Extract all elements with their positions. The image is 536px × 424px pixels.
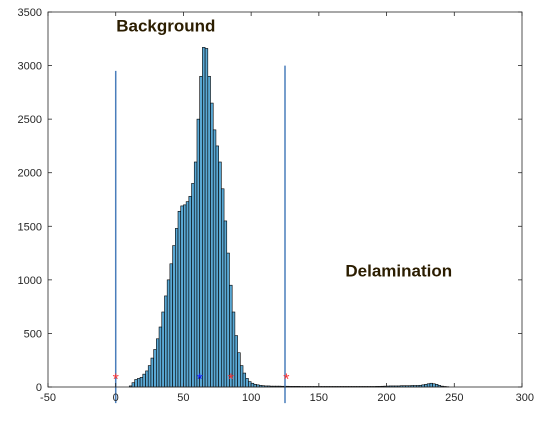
histogram-bar [197, 119, 200, 387]
histogram-bar [143, 374, 146, 387]
histogram-bar [186, 202, 189, 387]
annotation-label: Background [116, 16, 215, 35]
histogram-bar [178, 211, 181, 387]
y-tick-label: 2500 [18, 114, 42, 126]
histogram-bar [181, 206, 184, 387]
histogram-bar [132, 383, 135, 387]
histogram-bar [151, 358, 154, 387]
annotation-label: Delamination [345, 262, 452, 281]
histogram-bar [175, 228, 178, 387]
y-tick-label: 500 [24, 328, 42, 340]
histogram-bar [183, 205, 186, 387]
data-marker: * [283, 371, 289, 388]
x-tick-label: 150 [310, 392, 328, 404]
histogram-bar [159, 327, 162, 387]
histogram-bar [427, 384, 430, 387]
histogram-bar [164, 296, 167, 387]
y-tick-label: 3500 [18, 7, 42, 19]
histogram-bar [424, 384, 427, 387]
data-marker: * [197, 371, 203, 388]
y-tick-label: 2000 [18, 168, 42, 180]
histogram-bar [208, 76, 211, 387]
x-tick-label: 100 [242, 392, 260, 404]
histogram-bar [189, 196, 192, 387]
x-tick-label: 250 [445, 392, 463, 404]
x-tick-label: 50 [177, 392, 189, 404]
x-tick-label: 200 [377, 392, 395, 404]
y-tick-label: 1000 [18, 275, 42, 287]
histogram-bar [224, 221, 227, 387]
histogram-bar [167, 280, 170, 387]
histogram-bar [148, 366, 151, 387]
histogram-bar [200, 76, 203, 387]
histogram-bar [154, 350, 157, 388]
data-marker: * [228, 371, 234, 388]
histogram-bar [146, 371, 149, 387]
x-tick-label: -50 [40, 392, 56, 404]
x-tick-label: 0 [113, 392, 119, 404]
histogram-bar [192, 183, 195, 387]
y-tick-label: 0 [36, 382, 42, 394]
histogram-bar [240, 366, 243, 387]
histogram-bar [430, 383, 433, 387]
histogram-bar [251, 383, 254, 387]
histogram-bar [205, 48, 208, 387]
histogram-bar [137, 378, 140, 387]
histogram-bar [433, 384, 436, 387]
histogram-bar [140, 377, 143, 387]
x-tick-label: 300 [516, 392, 534, 404]
histogram-bar [254, 384, 257, 387]
histogram-bar [170, 264, 173, 387]
histogram-bar [246, 378, 249, 387]
histogram-bar [219, 162, 222, 387]
histogram-bar [227, 253, 230, 387]
histogram-bar [216, 146, 219, 387]
histogram-bar [156, 339, 159, 387]
histogram-bar [194, 162, 197, 387]
histogram-bar [435, 384, 438, 387]
histogram-bar [135, 380, 138, 388]
histogram-bar [221, 189, 224, 387]
histogram-bar [235, 336, 238, 387]
histogram-bar [162, 312, 165, 387]
histogram-bar [202, 47, 205, 387]
histogram-bar [213, 130, 216, 387]
histogram-bar [238, 353, 241, 387]
histogram-bar [173, 246, 176, 387]
histogram-bar [211, 103, 214, 387]
y-tick-label: 1500 [18, 221, 42, 233]
y-tick-label: 3000 [18, 61, 42, 73]
histogram-bar [248, 382, 251, 387]
histogram-bar [243, 373, 246, 387]
